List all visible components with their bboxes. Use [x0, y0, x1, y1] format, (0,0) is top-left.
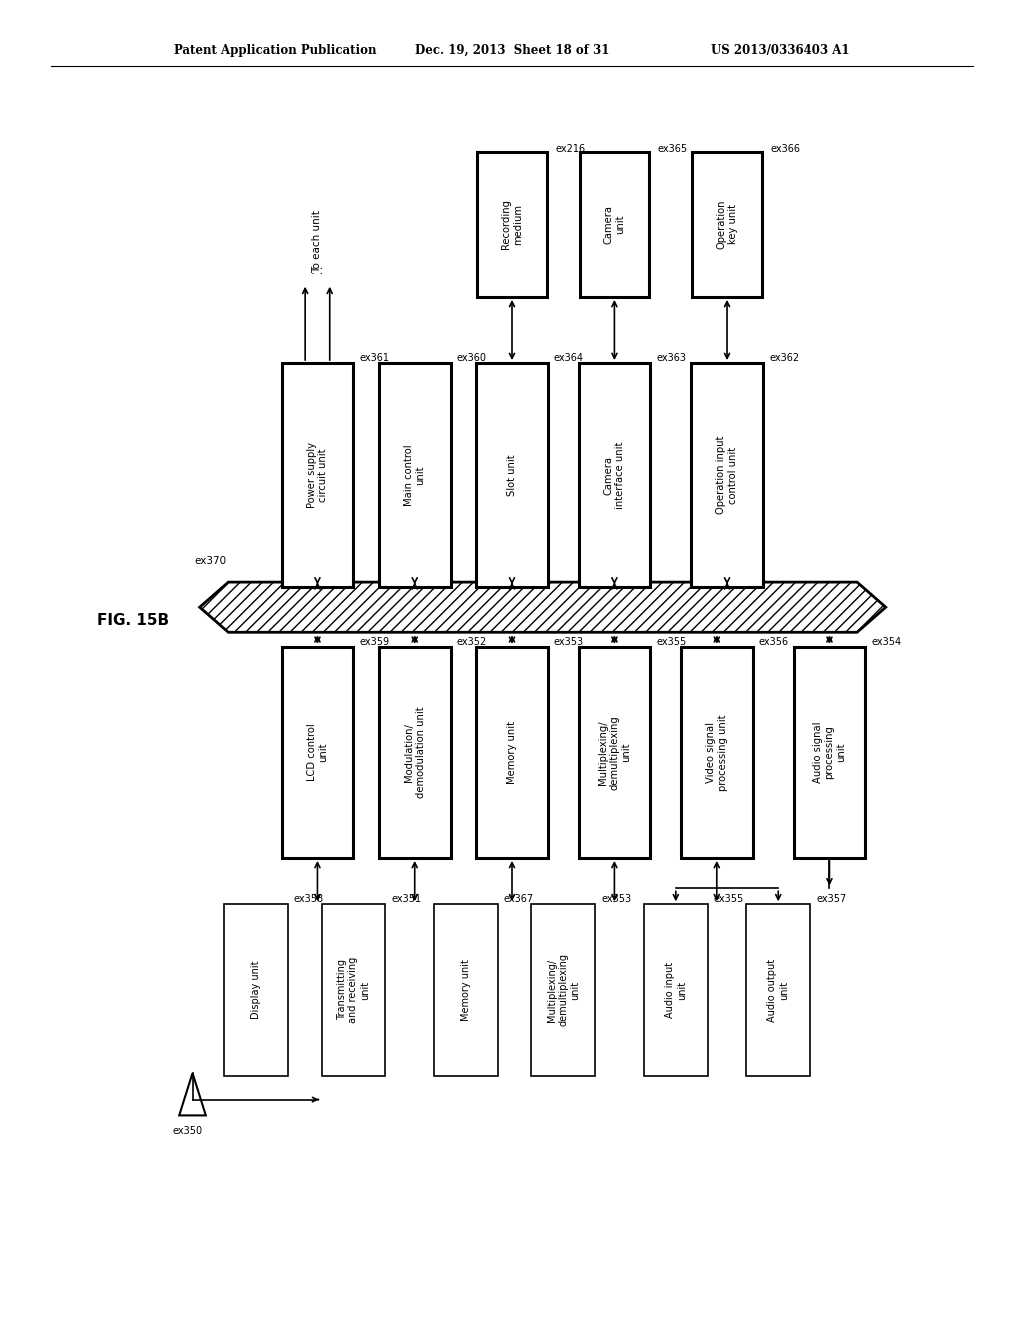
Bar — [476, 363, 548, 587]
Bar — [579, 647, 650, 858]
Bar — [434, 904, 498, 1076]
Text: Operation input
control unit: Operation input control unit — [716, 436, 738, 515]
Text: Memory unit: Memory unit — [461, 960, 471, 1020]
Bar — [476, 647, 548, 858]
Text: ex354: ex354 — [871, 636, 901, 647]
Text: Audio input
unit: Audio input unit — [665, 962, 687, 1018]
Text: Multiplexing/
demultiplexing
unit: Multiplexing/ demultiplexing unit — [598, 715, 631, 789]
Text: ex370: ex370 — [195, 556, 226, 566]
Text: ex353: ex353 — [554, 636, 584, 647]
Text: ex363: ex363 — [656, 352, 686, 363]
Text: Audio output
unit: Audio output unit — [767, 958, 790, 1022]
Text: ex352: ex352 — [457, 636, 487, 647]
Text: Power supply
circuit unit: Power supply circuit unit — [306, 442, 329, 508]
Text: ex358: ex358 — [294, 894, 324, 904]
Text: ex350: ex350 — [172, 1126, 202, 1137]
Text: ex355: ex355 — [656, 636, 687, 647]
Text: ex367: ex367 — [504, 894, 534, 904]
Text: Modulation/
demodulation unit: Modulation/ demodulation unit — [403, 706, 426, 799]
Text: To each unit: To each unit — [312, 210, 323, 273]
Text: Transmitting
and receiving
unit: Transmitting and receiving unit — [337, 957, 370, 1023]
Text: ex356: ex356 — [759, 636, 788, 647]
Text: ex362: ex362 — [769, 352, 799, 363]
Bar — [282, 363, 353, 587]
Text: Multiplexing/
demultiplexing
unit: Multiplexing/ demultiplexing unit — [547, 953, 580, 1027]
Text: LCD control
unit: LCD control unit — [306, 723, 329, 781]
Bar — [379, 363, 451, 587]
Text: Camera
unit: Camera unit — [603, 205, 626, 244]
Text: Video signal
processing unit: Video signal processing unit — [706, 714, 728, 791]
Bar — [692, 152, 762, 297]
Text: FIG. 15B: FIG. 15B — [97, 612, 169, 628]
Text: ex357: ex357 — [816, 894, 847, 904]
Bar — [746, 904, 810, 1076]
Bar — [224, 904, 288, 1076]
Text: Slot unit: Slot unit — [507, 454, 517, 496]
Bar — [477, 152, 547, 297]
Text: Display unit: Display unit — [251, 961, 261, 1019]
Text: Main control
unit: Main control unit — [403, 445, 426, 506]
Bar — [282, 647, 353, 858]
Polygon shape — [200, 582, 886, 632]
Text: ex355: ex355 — [714, 894, 744, 904]
Text: ex365: ex365 — [657, 144, 687, 154]
Text: ex360: ex360 — [457, 352, 486, 363]
Text: Operation
key unit: Operation key unit — [716, 199, 738, 249]
Bar — [691, 363, 763, 587]
Text: Camera
interface unit: Camera interface unit — [603, 441, 626, 510]
Text: : :: : : — [311, 264, 324, 277]
Bar — [579, 363, 650, 587]
Bar — [580, 152, 649, 297]
Bar — [322, 904, 385, 1076]
Text: ex364: ex364 — [554, 352, 584, 363]
Text: ex366: ex366 — [770, 144, 800, 154]
Text: Patent Application Publication: Patent Application Publication — [174, 44, 377, 57]
Text: Memory unit: Memory unit — [507, 721, 517, 784]
Bar — [681, 647, 753, 858]
Text: Audio signal
processing
unit: Audio signal processing unit — [813, 722, 846, 783]
Text: ex359: ex359 — [359, 636, 389, 647]
Bar — [531, 904, 595, 1076]
Bar — [794, 647, 865, 858]
Text: ex361: ex361 — [359, 352, 389, 363]
Text: Dec. 19, 2013  Sheet 18 of 31: Dec. 19, 2013 Sheet 18 of 31 — [415, 44, 609, 57]
Bar — [644, 904, 708, 1076]
Text: ex216: ex216 — [555, 144, 585, 154]
Bar — [379, 647, 451, 858]
Text: US 2013/0336403 A1: US 2013/0336403 A1 — [712, 44, 850, 57]
Text: Recording
medium: Recording medium — [501, 199, 523, 249]
Text: ex353: ex353 — [601, 894, 631, 904]
Text: ex351: ex351 — [391, 894, 421, 904]
